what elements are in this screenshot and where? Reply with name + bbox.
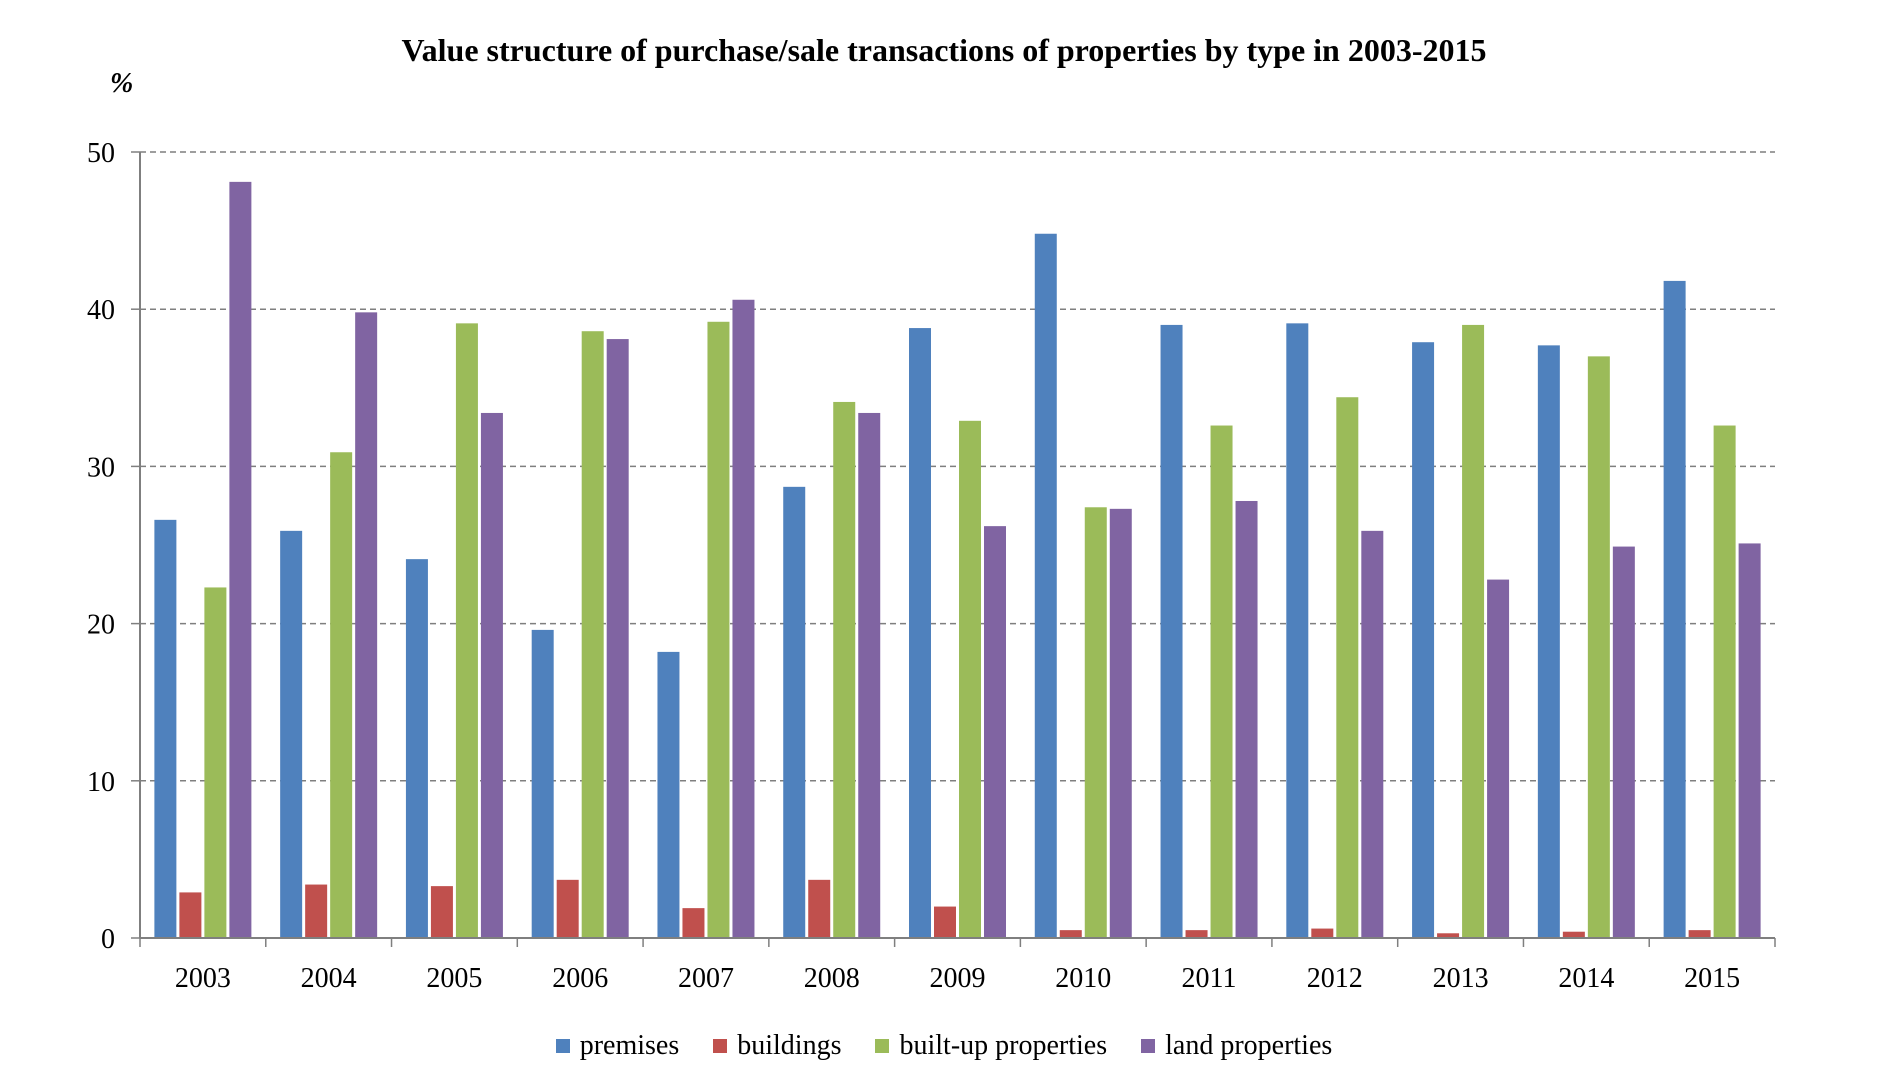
bar-premises-2015 xyxy=(1663,280,1686,938)
bar-built-up-properties-2012 xyxy=(1336,397,1359,938)
legend-label: premises xyxy=(579,1030,680,1061)
bar-premises-2010 xyxy=(1034,233,1057,938)
x-tick-label: 2004 xyxy=(301,963,357,994)
bar-built-up-properties-2011 xyxy=(1210,425,1233,938)
bar-buildings-2010 xyxy=(1059,930,1082,938)
bar-land-properties-2011 xyxy=(1235,500,1258,938)
bar-buildings-2005 xyxy=(430,886,453,938)
bar-premises-2009 xyxy=(909,328,931,939)
bar-buildings-2007 xyxy=(682,908,705,938)
bar-land-properties-2007 xyxy=(732,299,755,938)
legend-label: built-up properties xyxy=(899,1030,1108,1061)
bar-land-properties-2004 xyxy=(355,312,378,938)
bar-land-properties-2005 xyxy=(480,412,503,938)
y-tick-label: 50 xyxy=(87,138,115,169)
y-tick-label: 20 xyxy=(87,610,115,641)
bar-buildings-2014 xyxy=(1562,931,1585,938)
bar-premises-2006 xyxy=(531,629,554,938)
bar-buildings-2015 xyxy=(1688,930,1711,938)
bar-built-up-properties-2005 xyxy=(455,323,478,938)
bar-land-properties-2012 xyxy=(1361,530,1384,938)
bar-buildings-2013 xyxy=(1437,933,1460,938)
x-tick-label: 2013 xyxy=(1433,963,1489,994)
gridlines xyxy=(140,151,1775,782)
bar-premises-2003 xyxy=(154,519,177,938)
bar-built-up-properties-2008 xyxy=(833,401,856,938)
bar-land-properties-2014 xyxy=(1612,546,1635,938)
x-tick-label: 2008 xyxy=(804,963,860,994)
bar-built-up-properties-2004 xyxy=(330,452,353,938)
legend-label: land properties xyxy=(1165,1030,1333,1061)
x-tick-label: 2012 xyxy=(1307,963,1363,994)
bar-built-up-properties-2010 xyxy=(1084,507,1107,938)
bar-series-group xyxy=(154,181,1761,939)
bar-land-properties-2015 xyxy=(1738,543,1761,938)
bar-built-up-properties-2013 xyxy=(1462,324,1485,938)
bar-buildings-2004 xyxy=(305,884,328,938)
legend-item: premises xyxy=(555,1030,680,1062)
legend-item: built-up properties xyxy=(875,1030,1107,1062)
legend-label: buildings xyxy=(737,1030,842,1061)
bar-built-up-properties-2014 xyxy=(1587,356,1610,938)
bar-land-properties-2009 xyxy=(984,526,1006,938)
legend-swatch xyxy=(875,1039,890,1053)
bar-premises-2004 xyxy=(280,530,303,938)
x-tick-label: 2009 xyxy=(930,963,986,994)
bar-buildings-2003 xyxy=(179,892,202,938)
y-axis-unit-label: % xyxy=(110,68,133,99)
bar-built-up-properties-2006 xyxy=(581,331,604,938)
legend-swatch xyxy=(713,1039,728,1053)
x-tick-label: 2005 xyxy=(426,963,482,994)
bar-built-up-properties-2009 xyxy=(959,420,981,938)
bar-buildings-2009 xyxy=(934,906,956,938)
y-tick-label: 30 xyxy=(87,452,115,483)
bar-premises-2007 xyxy=(657,651,680,938)
x-tick-label: 2014 xyxy=(1558,963,1614,994)
bar-land-properties-2010 xyxy=(1109,508,1132,938)
bar-land-properties-2008 xyxy=(858,412,881,938)
legend-swatch xyxy=(1141,1039,1156,1053)
bar-buildings-2011 xyxy=(1185,930,1208,938)
bar-land-properties-2006 xyxy=(606,339,629,938)
bar-buildings-2006 xyxy=(556,879,579,938)
bar-built-up-properties-2003 xyxy=(204,587,227,938)
tick-labels: 0 10 20 30 40 50% 2003 2004 2005 2006 2007 2008 2009… xyxy=(87,68,1740,994)
x-tick-label: 2011 xyxy=(1182,963,1237,994)
x-tick-label: 2010 xyxy=(1055,963,1111,994)
bar-buildings-2008 xyxy=(808,879,831,938)
bar-land-properties-2003 xyxy=(229,181,252,939)
y-tick-label: 10 xyxy=(87,767,115,798)
bar-built-up-properties-2007 xyxy=(707,321,730,938)
axes xyxy=(131,151,1776,947)
legend: premises buildings built-up properties land… xyxy=(0,1030,1888,1062)
x-tick-label: 2015 xyxy=(1684,963,1740,994)
bar-premises-2005 xyxy=(405,559,428,938)
legend-item: buildings xyxy=(713,1030,841,1062)
bar-land-properties-2013 xyxy=(1487,579,1510,938)
chart-title: Value structure of purchase/sale transac… xyxy=(401,32,1487,68)
bar-premises-2012 xyxy=(1286,323,1309,938)
legend-item: land properties xyxy=(1141,1030,1332,1062)
bar-premises-2008 xyxy=(783,486,806,938)
x-tick-label: 2006 xyxy=(552,963,608,994)
x-tick-label: 2003 xyxy=(175,963,231,994)
bar-built-up-properties-2015 xyxy=(1713,425,1736,938)
bar-premises-2013 xyxy=(1412,342,1435,938)
y-tick-label: 0 xyxy=(101,924,115,955)
bar-premises-2011 xyxy=(1160,324,1183,938)
bar-buildings-2012 xyxy=(1311,928,1334,938)
legend-swatch xyxy=(555,1039,570,1053)
x-tick-label: 2007 xyxy=(678,963,734,994)
bar-premises-2014 xyxy=(1537,345,1560,939)
y-tick-label: 40 xyxy=(87,295,115,326)
